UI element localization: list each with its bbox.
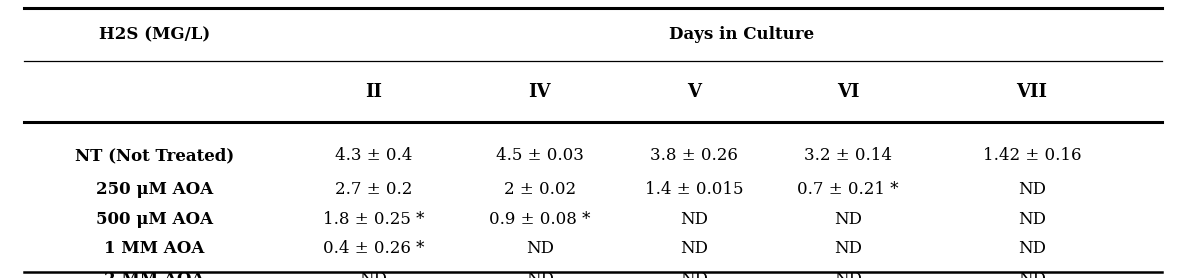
Text: 0.9 ± 0.08 *: 0.9 ± 0.08 * — [489, 211, 591, 228]
Text: Days in Culture: Days in Culture — [669, 26, 814, 43]
Text: II: II — [365, 83, 382, 101]
Text: 500 μM AOA: 500 μM AOA — [96, 211, 212, 228]
Text: ND: ND — [1018, 180, 1046, 198]
Text: 1 MM AOA: 1 MM AOA — [104, 240, 204, 257]
Text: ND: ND — [1018, 211, 1046, 228]
Text: 1.42 ± 0.16: 1.42 ± 0.16 — [982, 147, 1082, 164]
Text: ND: ND — [680, 240, 708, 257]
Text: 0.4 ± 0.26 *: 0.4 ± 0.26 * — [323, 240, 425, 257]
Text: 1.8 ± 0.25 *: 1.8 ± 0.25 * — [323, 211, 425, 228]
Text: 2 MM AOA: 2 MM AOA — [104, 271, 204, 278]
Text: H2S (MG/L): H2S (MG/L) — [98, 26, 210, 43]
Text: ND: ND — [1018, 240, 1046, 257]
Text: VI: VI — [837, 83, 859, 101]
Text: IV: IV — [529, 83, 550, 101]
Text: ND: ND — [1018, 271, 1046, 278]
Text: 2 ± 0.02: 2 ± 0.02 — [504, 180, 575, 198]
Text: ND: ND — [525, 271, 554, 278]
Text: ND: ND — [680, 211, 708, 228]
Text: ND: ND — [834, 211, 862, 228]
Text: 4.3 ± 0.4: 4.3 ± 0.4 — [334, 147, 413, 164]
Text: 3.2 ± 0.14: 3.2 ± 0.14 — [804, 147, 892, 164]
Text: ND: ND — [834, 271, 862, 278]
Text: 2.7 ± 0.2: 2.7 ± 0.2 — [334, 180, 413, 198]
Text: 4.5 ± 0.03: 4.5 ± 0.03 — [496, 147, 584, 164]
Text: NT (Not Treated): NT (Not Treated) — [75, 147, 234, 164]
Text: V: V — [687, 83, 701, 101]
Text: ND: ND — [834, 240, 862, 257]
Text: 1.4 ± 0.015: 1.4 ± 0.015 — [644, 180, 744, 198]
Text: ND: ND — [680, 271, 708, 278]
Text: 250 μM AOA: 250 μM AOA — [96, 180, 212, 198]
Text: VII: VII — [1016, 83, 1047, 101]
Text: ND: ND — [525, 240, 554, 257]
Text: ND: ND — [359, 271, 388, 278]
Text: 3.8 ± 0.26: 3.8 ± 0.26 — [650, 147, 738, 164]
Text: 0.7 ± 0.21 *: 0.7 ± 0.21 * — [797, 180, 899, 198]
